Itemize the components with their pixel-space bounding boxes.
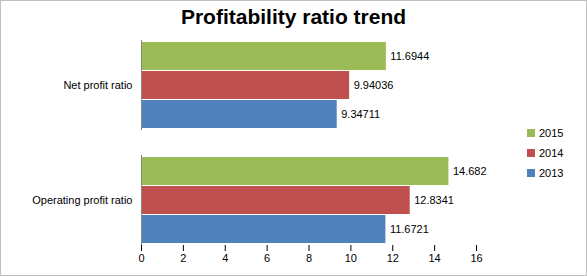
svg-text:Operating profit ratio: Operating profit ratio [32, 194, 132, 206]
svg-text:9.94036: 9.94036 [354, 79, 394, 91]
svg-text:0: 0 [138, 252, 144, 264]
svg-text:14: 14 [429, 252, 441, 264]
svg-text:16: 16 [470, 252, 482, 264]
html-text:2013: 2013 [539, 167, 564, 179]
svg-text:4: 4 [222, 252, 228, 264]
svg-text:14.682: 14.682 [453, 165, 487, 177]
svg-text:6: 6 [264, 252, 270, 264]
html-text:2014: 2014 [539, 147, 564, 159]
svg-text:10: 10 [345, 252, 357, 264]
svg-text:11.6721: 11.6721 [390, 223, 429, 235]
svg-text:12: 12 [387, 252, 399, 264]
svg-text:11.6944: 11.6944 [390, 50, 429, 62]
svg-text:9.34711: 9.34711 [341, 108, 380, 120]
html-text:Profitability ratio trend: Profitability ratio trend [180, 5, 407, 28]
svg-text:8: 8 [306, 252, 312, 264]
svg-text:2: 2 [180, 252, 186, 264]
svg-text:12.8341: 12.8341 [414, 194, 454, 206]
svg-text:Net profit ratio: Net profit ratio [63, 79, 132, 91]
html-text:2015: 2015 [539, 127, 564, 139]
